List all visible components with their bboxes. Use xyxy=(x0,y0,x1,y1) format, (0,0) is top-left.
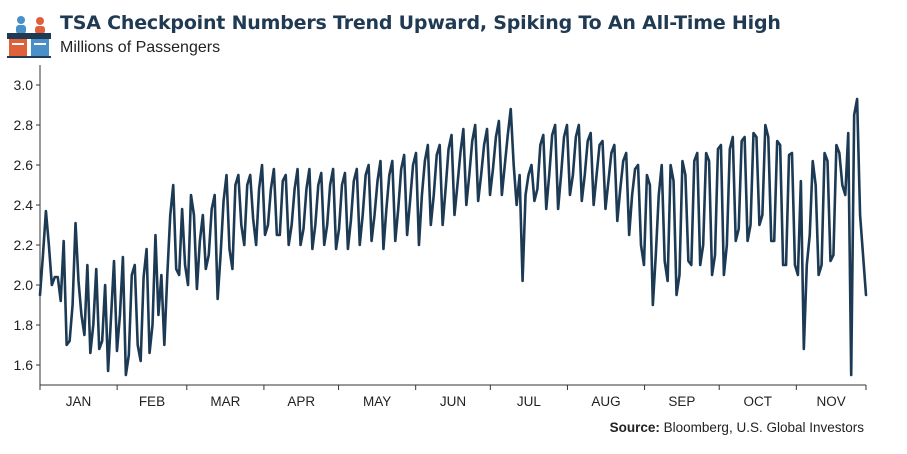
y-tick-label: 3.0 xyxy=(14,77,34,93)
source-text: Bloomberg, U.S. Global Investors xyxy=(663,420,864,435)
source-label: Source: xyxy=(609,420,660,435)
y-tick-label: 1.6 xyxy=(14,357,34,373)
source-note: Source: Bloomberg, U.S. Global Investors xyxy=(610,420,864,435)
y-tick-label: 2.4 xyxy=(14,197,34,213)
x-tick-label: NOV xyxy=(817,394,846,409)
x-tick-label: MAY xyxy=(363,394,391,409)
x-tick-label: APR xyxy=(287,394,315,409)
chart-subtitle: Millions of Passengers xyxy=(60,39,221,56)
y-tick-label: 2.0 xyxy=(14,277,34,293)
y-tick-label: 1.8 xyxy=(14,317,34,333)
y-tick-label: 2.8 xyxy=(14,117,34,133)
line-chart: 1.6 1.8 2.0 2.2 2.4 2.6 2.8 3.0 JAN FEB MAR APR MAY… xyxy=(14,65,868,409)
y-axis: 1.6 1.8 2.0 2.2 2.4 2.6 2.8 3.0 xyxy=(14,65,41,385)
x-tick-label: FEB xyxy=(139,394,165,409)
x-tick-label: MAR xyxy=(210,394,240,409)
x-tick-label: JUL xyxy=(517,394,541,409)
x-tick-label: OCT xyxy=(744,394,773,409)
x-tick-label: AUG xyxy=(591,394,620,409)
series-line-0 xyxy=(38,97,868,377)
x-axis: JAN FEB MAR APR MAY JUN JUL AUG SEP OCT NOV xyxy=(39,384,867,409)
y-tick-label: 2.6 xyxy=(14,157,34,173)
x-tick-label: JUN xyxy=(440,394,466,409)
x-tick-label: SEP xyxy=(668,394,695,409)
series-layer xyxy=(38,97,868,377)
y-tick-label: 2.2 xyxy=(14,237,34,253)
travelers-at-checkpoint-icon xyxy=(4,14,54,60)
x-tick-label: JAN xyxy=(66,394,92,409)
chart-title: TSA Checkpoint Numbers Trend Upward, Spi… xyxy=(60,12,781,34)
